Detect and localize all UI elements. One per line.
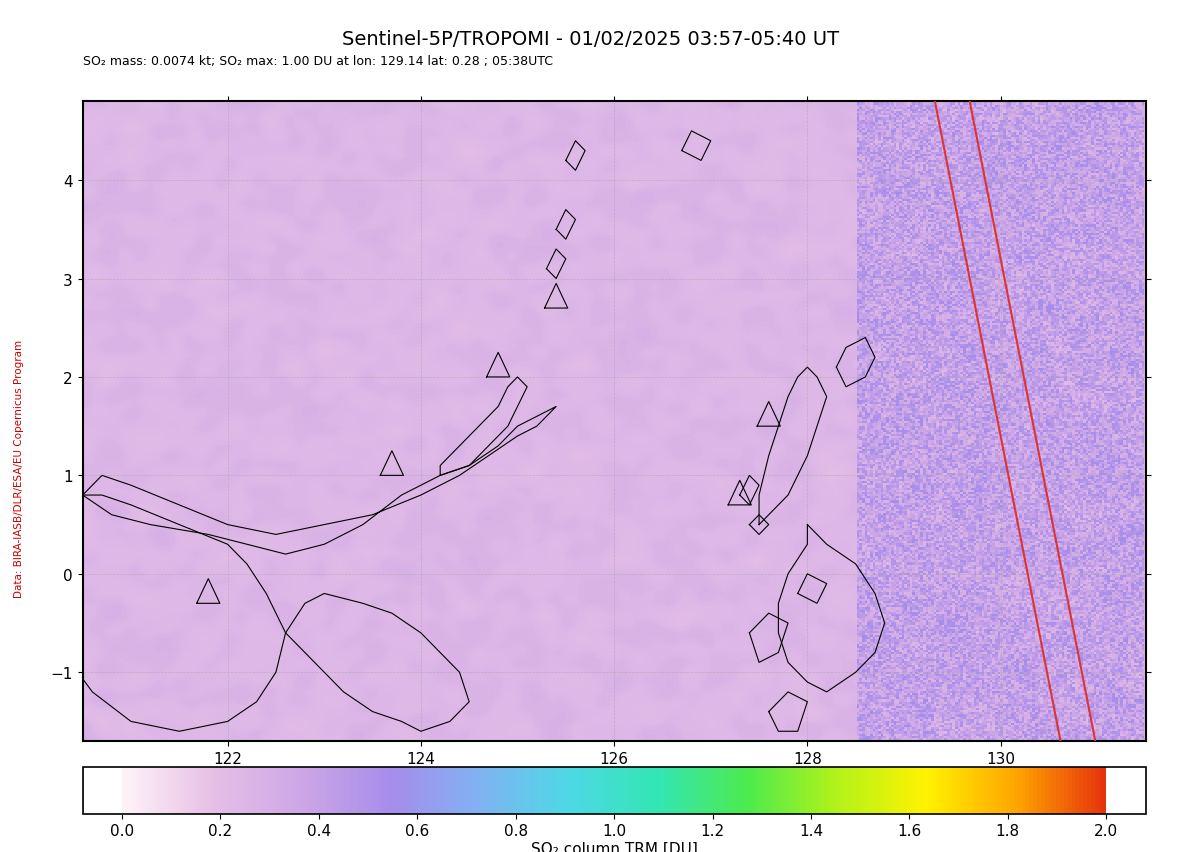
Text: Sentinel-5P/TROPOMI - 01/02/2025 03:57-05:40 UT: Sentinel-5P/TROPOMI - 01/02/2025 03:57-0… [342,30,839,49]
Text: Data: BIRA-IASB/DLR/ESA/EU Copernicus Program: Data: BIRA-IASB/DLR/ESA/EU Copernicus Pr… [14,340,24,597]
Text: SO₂ mass: 0.0074 kt; SO₂ max: 1.00 DU at lon: 129.14 lat: 0.28 ; 05:38UTC: SO₂ mass: 0.0074 kt; SO₂ max: 1.00 DU at… [83,55,553,68]
X-axis label: SO₂ column TRM [DU]: SO₂ column TRM [DU] [530,841,698,852]
FancyArrow shape [19,769,83,811]
